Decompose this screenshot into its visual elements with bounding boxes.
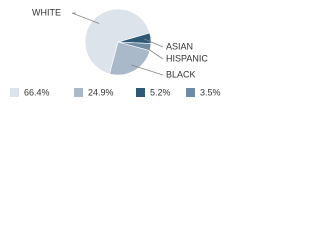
callout-line [144,38,164,48]
callout-line [143,45,164,60]
legend-label: 5.2% [150,87,171,97]
legend-swatch [186,88,195,97]
pie-slice [84,8,151,75]
category-label: WHITE [32,7,61,17]
callout-line [131,64,164,76]
legend-label: 3.5% [200,87,221,97]
chart: WHITE BLACK ASIAN HISPANIC 66.4% 24.9% 5.2% 3.5… [10,7,221,97]
legend-label: 24.9% [88,87,114,97]
legend-swatch [10,88,19,97]
pie-slice [109,41,151,76]
category-label: ASIAN [166,41,193,51]
category-label: BLACK [166,69,196,79]
callout-line [71,12,100,24]
legend-swatch [74,88,83,97]
legend-label: 66.4% [24,87,50,97]
category-label: HISPANIC [166,53,208,63]
legend-swatch [136,88,145,97]
